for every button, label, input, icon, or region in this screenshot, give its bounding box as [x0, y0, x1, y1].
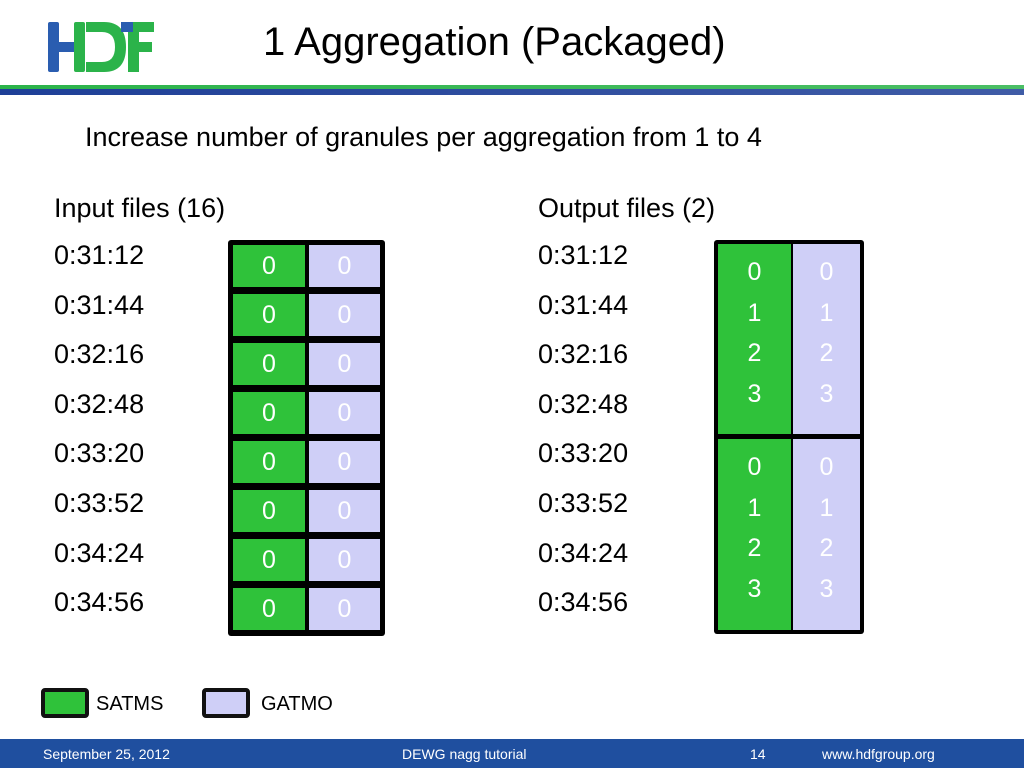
satms-granule-cell: 0: [233, 294, 305, 336]
output-time: 0:34:24: [538, 537, 629, 568]
granule-index: 2: [819, 534, 834, 562]
output-time: 0:33:52: [538, 487, 629, 518]
input-files-heading: Input files (16): [54, 193, 226, 223]
satms-granule-cell: 0: [233, 441, 305, 483]
input-time: 0:34:56: [54, 587, 145, 618]
granule-index: 0: [819, 258, 834, 286]
satms-legend-swatch: [41, 688, 89, 718]
input-time: 0:33:52: [54, 487, 145, 518]
gatmo-granule-cell: 0: [309, 294, 380, 336]
input-time: 0:31:12: [54, 240, 145, 270]
output-time: 0:34:56: [538, 587, 629, 618]
granule-index: 0: [747, 453, 762, 481]
gatmo-legend-swatch: [202, 688, 250, 718]
output-files-grid: 0 1 2 3 0 1 2 3 0 1 2 3 0 1 2 3: [714, 240, 864, 634]
input-time: 0:32:48: [54, 388, 145, 419]
granule-index: 0: [747, 258, 762, 286]
satms-granule-cell: 0: [233, 588, 305, 630]
slide-title: 1 Aggregation (Packaged): [263, 20, 726, 64]
output-time: 0:32:16: [538, 339, 629, 370]
hdf-logo: [48, 22, 154, 72]
output-files-heading: Output files (2): [538, 193, 716, 223]
granule-index: 3: [747, 379, 762, 408]
granule-index: 1: [819, 493, 834, 522]
gatmo-legend-label: GATMO: [261, 693, 333, 715]
input-time-list: 0:31:12 0:31:44 0:32:16 0:32:48 0:33:20 …: [54, 238, 144, 635]
gatmo-granule-cell: 0: [309, 245, 380, 287]
gatmo-aggregation-cell: 0 1 2 3: [793, 244, 860, 434]
output-time-list: 0:31:12 0:31:44 0:32:16 0:32:48 0:33:20 …: [538, 238, 628, 635]
granule-index: 1: [819, 298, 834, 327]
granule-index: 2: [747, 534, 762, 562]
gatmo-granule-cell: 0: [309, 539, 380, 581]
input-time: 0:33:20: [54, 438, 145, 469]
input-time: 0:31:44: [54, 289, 145, 320]
satms-legend-label: SATMS: [96, 693, 164, 715]
granule-index: 3: [747, 574, 762, 603]
granule-index: 2: [819, 339, 834, 367]
output-time: 0:33:20: [538, 438, 629, 469]
granule-index: 1: [747, 298, 762, 327]
satms-granule-cell: 0: [233, 539, 305, 581]
gatmo-granule-cell: 0: [309, 441, 380, 483]
gatmo-granule-cell: 0: [309, 490, 380, 532]
satms-granule-cell: 0: [233, 343, 305, 385]
satms-granule-cell: 0: [233, 392, 305, 434]
satms-granule-cell: 0: [233, 245, 305, 287]
granule-index: 3: [819, 574, 834, 603]
title-divider: [0, 85, 1024, 95]
satms-granule-cell: 0: [233, 490, 305, 532]
page-number: 14: [750, 746, 766, 762]
granule-index: 2: [747, 339, 762, 367]
footer-date: September 25, 2012: [43, 746, 170, 762]
granule-index: 1: [747, 493, 762, 522]
input-time: 0:34:24: [54, 537, 145, 568]
gatmo-granule-cell: 0: [309, 392, 380, 434]
output-time: 0:31:12: [538, 240, 629, 270]
satms-aggregation-cell: 0 1 2 3: [718, 439, 791, 630]
gatmo-aggregation-cell: 0 1 2 3: [793, 439, 860, 630]
granule-index: 3: [819, 379, 834, 408]
granule-index: 0: [819, 453, 834, 481]
input-time: 0:32:16: [54, 339, 145, 370]
satms-aggregation-cell: 0 1 2 3: [718, 244, 791, 434]
output-time: 0:32:48: [538, 388, 629, 419]
footer-website[interactable]: www.hdfgroup.org: [822, 746, 935, 762]
gatmo-granule-cell: 0: [309, 343, 380, 385]
slide-subtitle: Increase number of granules per aggregat…: [85, 122, 762, 152]
input-files-grid: 0 0 0 0 0 0 0 0 0 0 0 0 0 0 0 0: [228, 240, 385, 636]
output-time: 0:31:44: [538, 289, 629, 320]
gatmo-granule-cell: 0: [309, 588, 380, 630]
footer-bar: September 25, 2012 DEWG nagg tutorial 14…: [0, 739, 1024, 768]
footer-event: DEWG nagg tutorial: [402, 746, 527, 762]
